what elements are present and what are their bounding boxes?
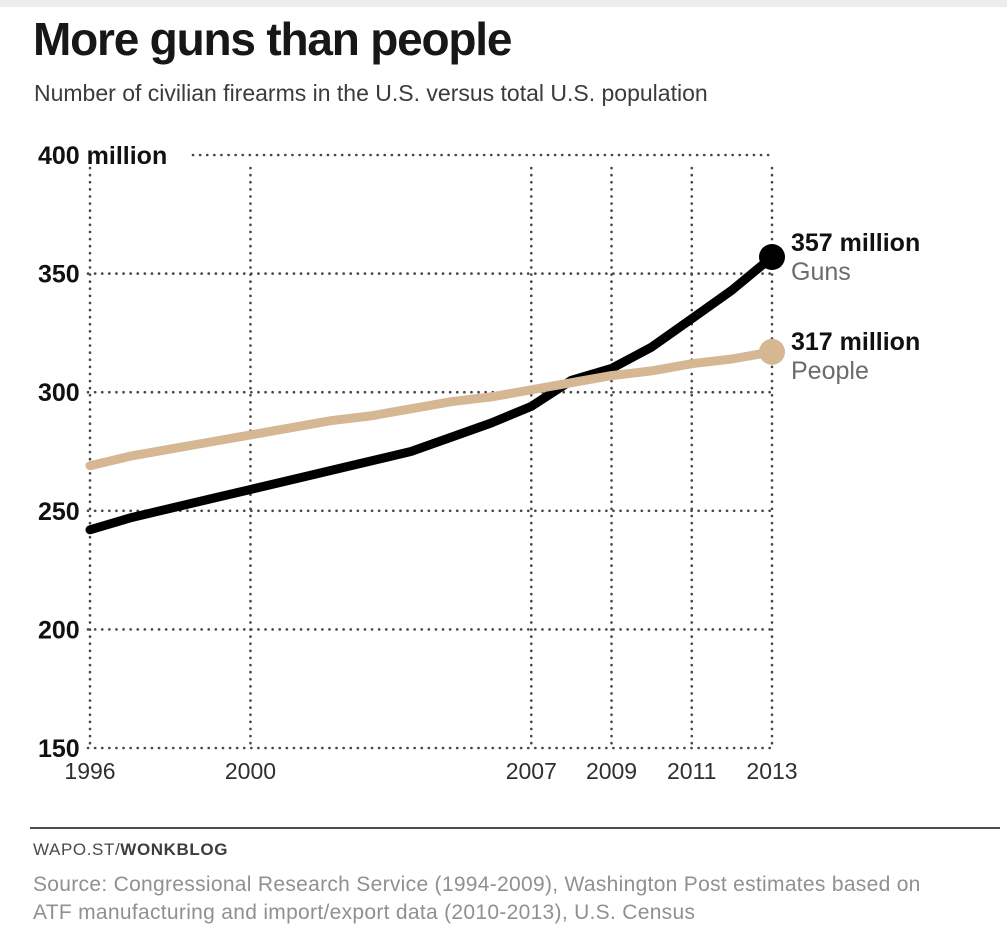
- y-tick-label-350: 350: [38, 261, 80, 289]
- footer-brand: WAPO.ST/WONKBLOG: [33, 840, 228, 860]
- y-tick-label-150: 150: [38, 735, 80, 763]
- people-end-annotation: 317 million People: [791, 328, 920, 386]
- footer-source-line-2: ATF manufacturing and import/export data…: [33, 901, 696, 924]
- guns-end-label: Guns: [791, 258, 851, 286]
- guns-line: [85, 252, 777, 535]
- page-subtitle: Number of civilian firearms in the U.S. …: [34, 80, 708, 106]
- x-tick-label-1996: 1996: [64, 758, 115, 784]
- x-tick-label-2000: 2000: [225, 758, 276, 784]
- y-tick-label-250: 250: [38, 498, 80, 526]
- people-end-value: 317 million: [791, 328, 921, 356]
- guns-end-value: 357 million: [791, 229, 921, 257]
- footer-source: Source: Congressional Research Service (…: [33, 871, 921, 927]
- footer-divider: [30, 827, 1000, 829]
- people-end-dot: [759, 338, 785, 365]
- x-tick-label-2007: 2007: [506, 758, 557, 784]
- x-tick-label-2009: 2009: [586, 758, 637, 784]
- page-top-edge: [0, 0, 1007, 7]
- footer-brand-prefix: WAPO.ST/: [33, 840, 121, 859]
- people-line: [85, 347, 777, 471]
- y-tick-label-200: 200: [38, 616, 80, 644]
- guns-end-annotation: 357 million Guns: [791, 229, 920, 287]
- y-tick-label-300: 300: [38, 379, 80, 407]
- page-title: More guns than people: [33, 13, 512, 65]
- footer-brand-wonkblog: WONKBLOG: [120, 840, 229, 859]
- y-tick-label-400: 400 million: [38, 142, 167, 170]
- x-tick-label-2011: 2011: [667, 758, 716, 784]
- guns-end-dot: [759, 243, 785, 270]
- people-end-label: People: [791, 357, 869, 385]
- footer-source-line-1: Source: Congressional Research Service (…: [33, 873, 921, 896]
- x-tick-label-2013: 2013: [746, 758, 797, 784]
